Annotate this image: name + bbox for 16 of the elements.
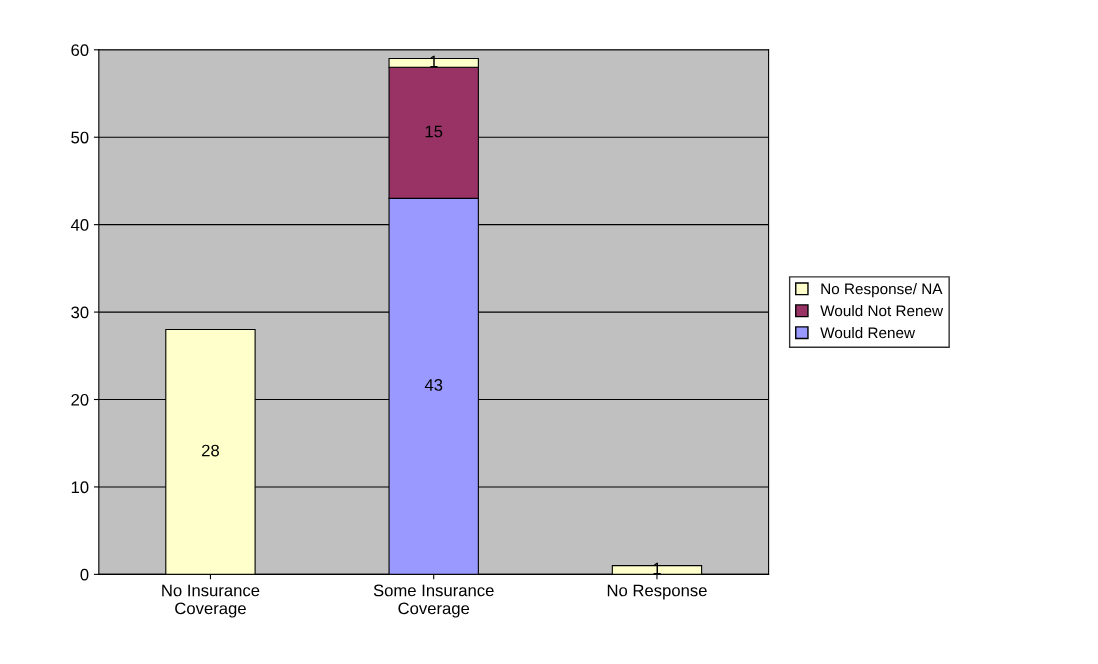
y-tick-label: 0 xyxy=(80,568,89,581)
legend-label: No Response/ NA xyxy=(821,283,943,298)
x-tick-label: No Insurance Coverage xyxy=(162,584,260,618)
data-label: 15 xyxy=(425,125,443,138)
y-tick-label: 40 xyxy=(70,219,89,231)
data-label: 43 xyxy=(424,379,443,391)
y-tick-label: 50 xyxy=(71,131,89,144)
legend-label: Would Renew xyxy=(820,326,916,339)
legend-label: Would Not Renew xyxy=(820,305,944,317)
data-label: 28 xyxy=(202,444,219,457)
y-tick-label: 10 xyxy=(71,481,89,494)
y-tick-label: 20 xyxy=(71,393,89,406)
y-tick-label: 60 xyxy=(71,44,89,56)
x-tick-label: No Response xyxy=(607,584,707,600)
x-tick-label: Some Insurance Coverage xyxy=(373,584,494,618)
y-tick-label: 30 xyxy=(71,306,89,319)
